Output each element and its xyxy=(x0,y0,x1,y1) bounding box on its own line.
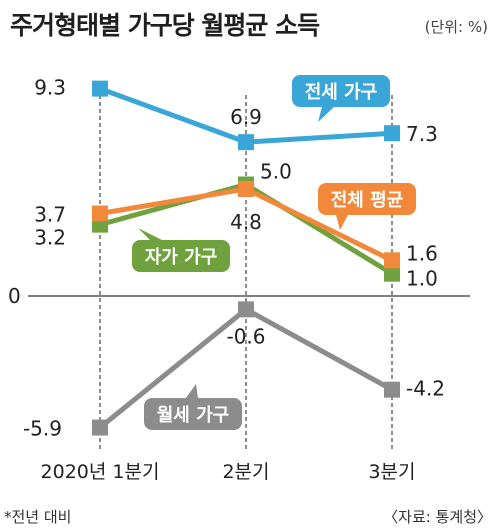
value-label-3-0: -5.9 xyxy=(23,417,62,441)
value-label-2-2: 1.6 xyxy=(406,241,438,265)
series-tag-box-2 xyxy=(318,183,416,215)
x-tick-label-1: 2분기 xyxy=(222,461,269,483)
data-point-1-2 xyxy=(384,265,400,282)
footnote: *전년 대비 xyxy=(4,508,72,526)
chart-title: 주거형태별 가구당 월평균 소득 xyxy=(10,11,320,40)
x-tick-label-0: 2020년 1분기 xyxy=(41,461,160,483)
value-label-3-2: -4.2 xyxy=(406,377,445,401)
series-tag-pointer-0 xyxy=(318,107,334,122)
series-tag-pointer-2 xyxy=(336,215,348,230)
source-label: 〈자료: 통계청〉 xyxy=(383,508,492,526)
data-point-3-2 xyxy=(384,381,400,398)
series-tag-label-1: 자가 가구 xyxy=(145,247,218,268)
value-label-0-1: 6.9 xyxy=(230,105,262,129)
value-label-1-1: 5.0 xyxy=(260,160,292,184)
data-point-0-0 xyxy=(92,80,108,97)
series-tag-label-3: 월세 가구 xyxy=(157,405,230,426)
data-point-0-2 xyxy=(384,125,400,142)
data-point-3-0 xyxy=(92,419,108,436)
value-label-0-0: 9.3 xyxy=(34,76,66,100)
series-tag-pointer-1 xyxy=(138,228,162,240)
value-label-1-0: 3.2 xyxy=(34,226,66,250)
data-point-3-1 xyxy=(238,301,254,318)
value-label-2-1: 4.8 xyxy=(230,210,262,234)
series-tag-box-3 xyxy=(144,398,242,430)
value-label-1-2: 1.0 xyxy=(406,267,438,291)
x-tick-label-2: 3분기 xyxy=(368,461,415,483)
series-tag-box-1 xyxy=(132,240,230,272)
data-point-2-2 xyxy=(384,252,400,269)
series-tag-label-2: 전체 평균 xyxy=(331,190,404,211)
data-point-2-0 xyxy=(92,205,108,222)
data-point-0-1 xyxy=(238,134,254,151)
series-tag-label-0: 전세 가구 xyxy=(305,82,378,103)
data-point-2-1 xyxy=(238,180,254,197)
value-label-2-0: 3.7 xyxy=(34,202,66,226)
unit-label: (단위: %) xyxy=(424,18,488,36)
value-label-3-1: -0.6 xyxy=(226,324,265,348)
series-tag-pointer-3 xyxy=(186,384,198,398)
series-tag-box-0 xyxy=(292,75,390,107)
value-label-0-2: 7.3 xyxy=(406,122,438,146)
zero-label: 0 xyxy=(8,284,21,308)
